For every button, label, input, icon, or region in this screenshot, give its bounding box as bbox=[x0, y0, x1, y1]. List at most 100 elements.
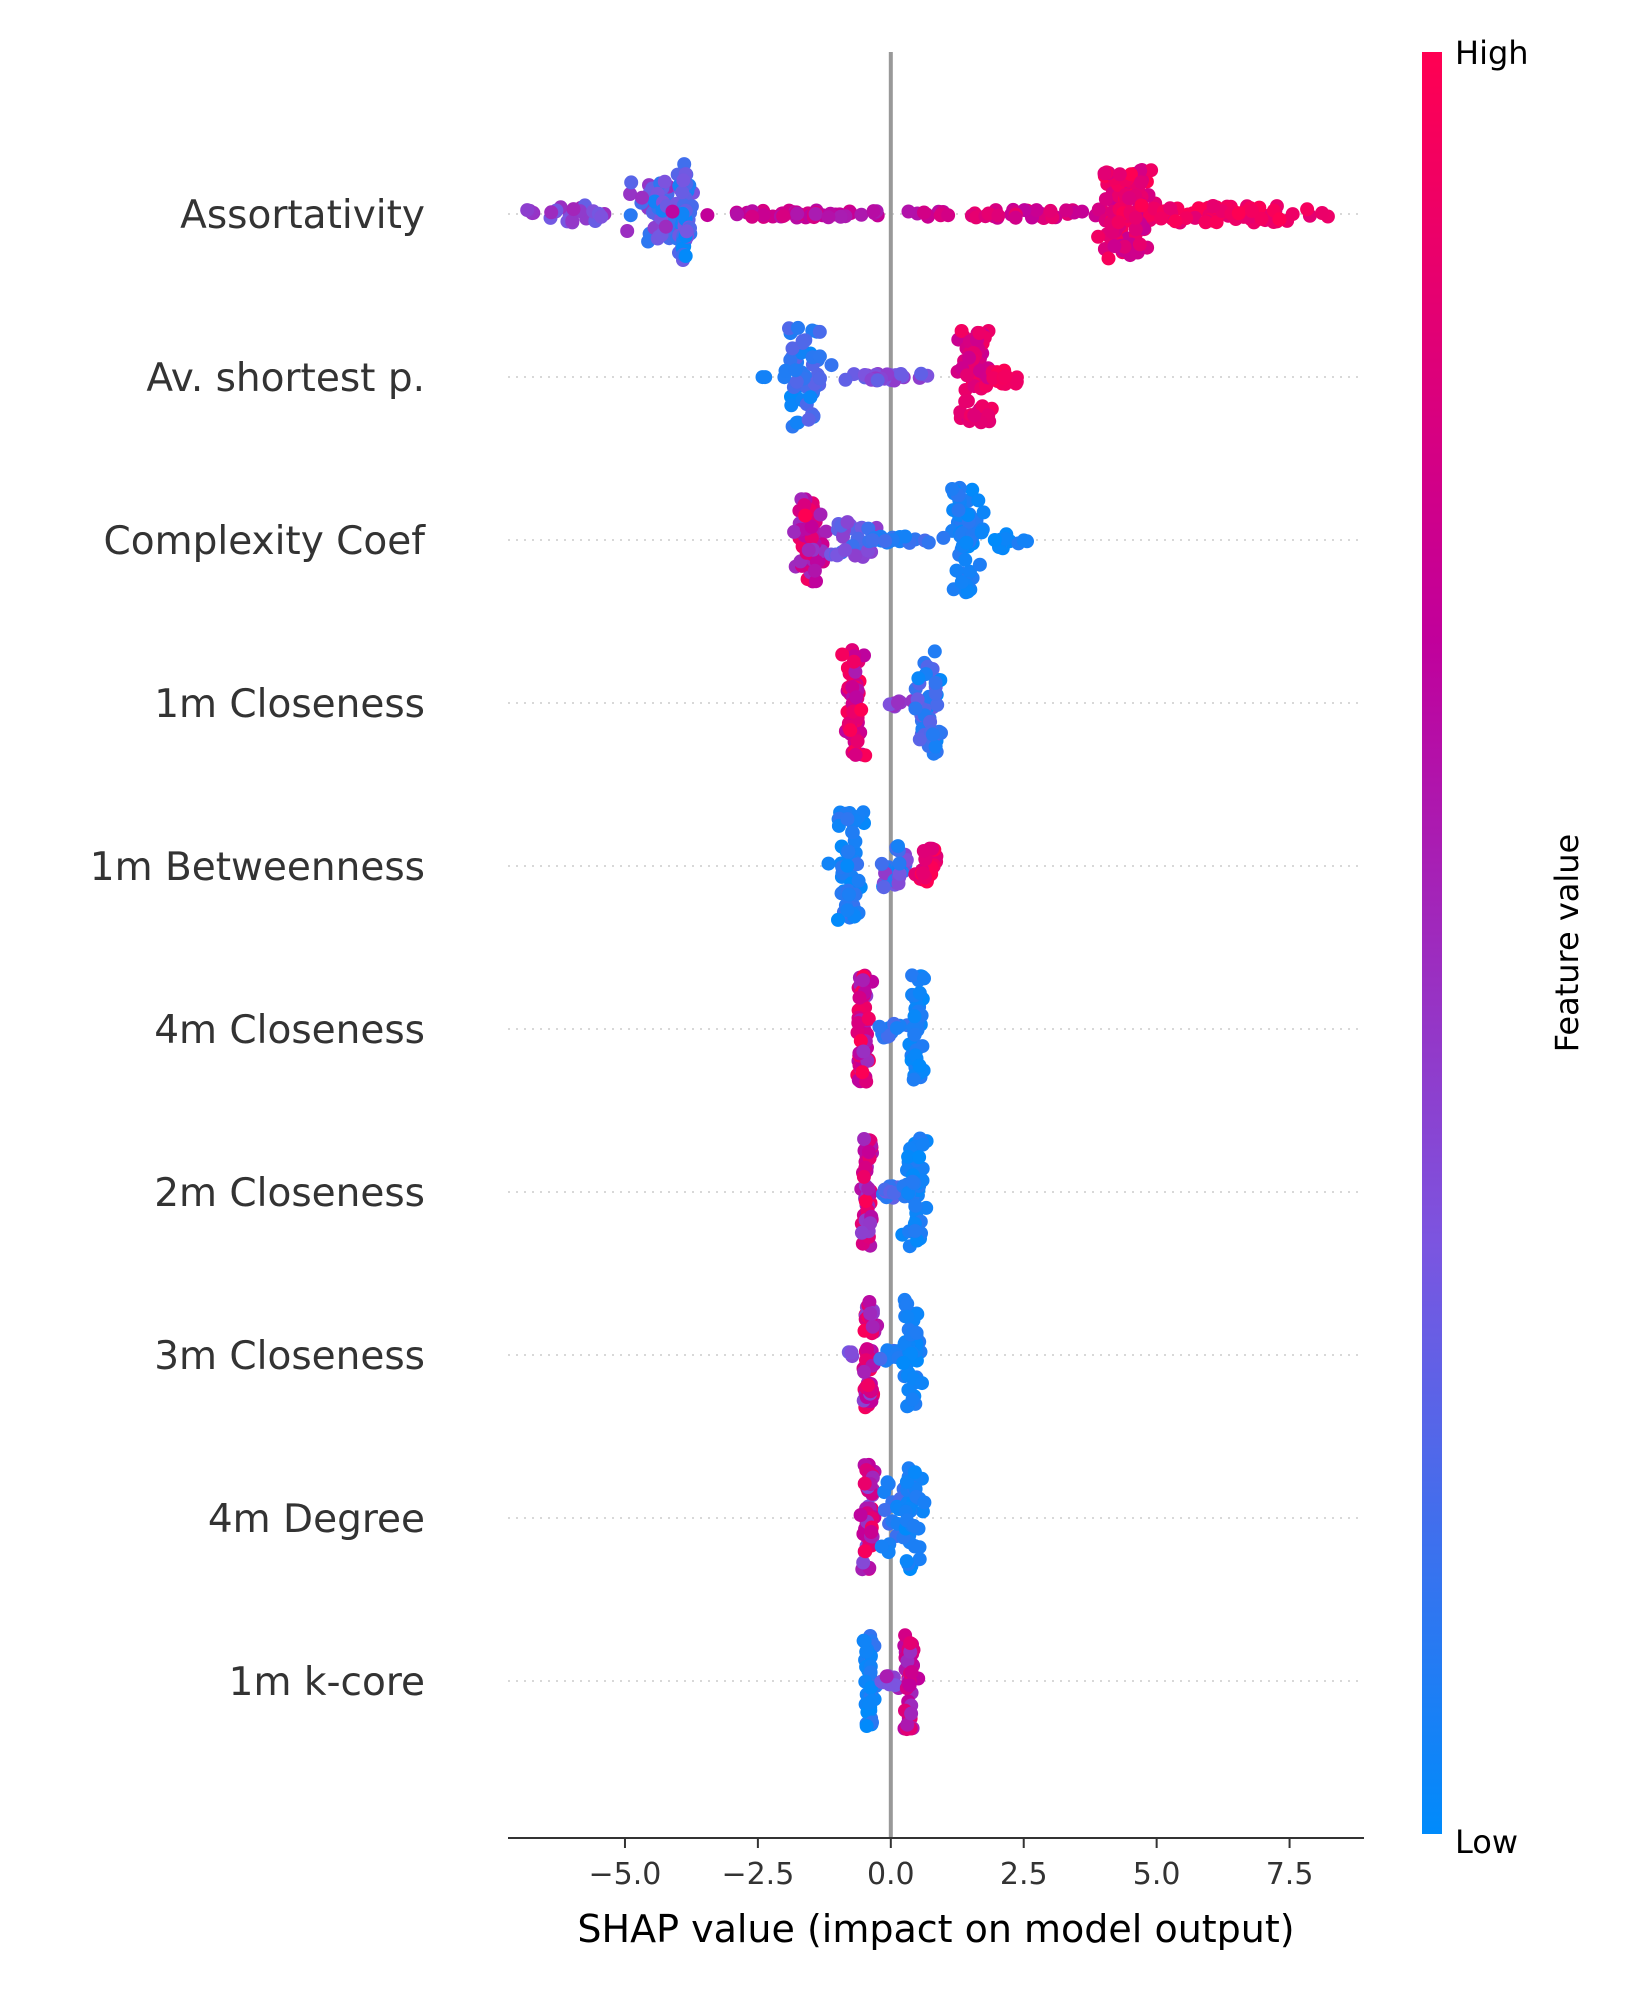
shap-point bbox=[927, 644, 942, 659]
shap-point bbox=[954, 324, 969, 338]
shap-point bbox=[912, 1552, 927, 1567]
shap-point bbox=[840, 515, 855, 530]
shap-point bbox=[1132, 237, 1147, 252]
shap-point bbox=[893, 367, 908, 381]
colorbar bbox=[1422, 52, 1442, 1834]
shap-point bbox=[908, 1198, 923, 1213]
shap-point bbox=[901, 204, 916, 219]
shap-point bbox=[900, 1717, 915, 1732]
shap-point bbox=[679, 224, 694, 239]
shap-point bbox=[831, 912, 845, 927]
shap-point bbox=[962, 564, 977, 579]
shap-point bbox=[838, 543, 852, 558]
shap-point bbox=[1198, 215, 1213, 230]
shap-point bbox=[898, 529, 913, 544]
shap-point bbox=[789, 374, 804, 389]
shap-point bbox=[862, 1295, 877, 1309]
shap-point bbox=[730, 207, 744, 222]
shap-point bbox=[801, 543, 816, 557]
shap-point bbox=[624, 175, 639, 190]
shap-point bbox=[901, 1149, 916, 1164]
shap-point bbox=[998, 369, 1013, 384]
shap-point bbox=[1231, 206, 1246, 221]
shap-point bbox=[907, 1009, 922, 1024]
shap-point bbox=[1097, 166, 1112, 181]
shap-point bbox=[967, 408, 982, 423]
shap-point bbox=[863, 1216, 878, 1231]
shap-point bbox=[860, 1342, 874, 1357]
colorbar-low-label: Low bbox=[1455, 1823, 1518, 1861]
shap-point bbox=[845, 825, 860, 840]
shap-point bbox=[809, 574, 823, 589]
shap-point bbox=[930, 697, 945, 712]
shap-point bbox=[1128, 210, 1143, 225]
shap-point bbox=[1245, 204, 1259, 218]
shap-point bbox=[905, 1392, 920, 1407]
shap-point bbox=[909, 1325, 924, 1340]
shap-point bbox=[907, 1027, 922, 1042]
shap-point bbox=[906, 1518, 921, 1533]
shap-point bbox=[807, 563, 822, 578]
shap-point bbox=[987, 533, 1002, 547]
shap-point bbox=[849, 690, 864, 705]
shap-point bbox=[958, 394, 973, 409]
shap-point bbox=[908, 701, 923, 716]
feature-label: Complexity Coef bbox=[104, 519, 427, 564]
shap-point bbox=[838, 372, 853, 387]
shap-point bbox=[858, 1544, 873, 1559]
shap-point bbox=[1134, 175, 1148, 190]
shap-point bbox=[776, 209, 791, 224]
shap-point bbox=[791, 320, 805, 335]
shap-point bbox=[623, 208, 638, 223]
x-tick-label: 2.5 bbox=[1000, 1857, 1048, 1892]
shap-point bbox=[962, 350, 976, 365]
shap-point bbox=[840, 903, 855, 918]
shap-point bbox=[857, 1364, 872, 1379]
shap-point bbox=[853, 1033, 868, 1048]
shap-point bbox=[787, 524, 802, 539]
shap-point bbox=[872, 1019, 887, 1034]
shap-point bbox=[928, 675, 943, 690]
shap-point bbox=[908, 1224, 922, 1238]
shap-point bbox=[928, 686, 943, 701]
shap-point bbox=[1128, 222, 1143, 237]
shap-point bbox=[919, 1200, 934, 1215]
colorbar-high-label: High bbox=[1455, 34, 1529, 72]
shap-point bbox=[819, 524, 834, 539]
shap-point bbox=[1043, 203, 1058, 218]
shap-point bbox=[1134, 198, 1149, 213]
shap-point bbox=[778, 363, 793, 378]
shap-point bbox=[756, 208, 771, 223]
shap-point bbox=[833, 209, 848, 224]
shap-point bbox=[905, 1174, 920, 1189]
shap-point bbox=[899, 1474, 914, 1489]
shap-point bbox=[851, 873, 866, 888]
shap-point bbox=[855, 1065, 870, 1080]
shap-point bbox=[861, 1011, 876, 1026]
shap-point bbox=[859, 1719, 874, 1733]
shap-point bbox=[803, 390, 818, 405]
shap-point bbox=[954, 575, 969, 590]
shap-point bbox=[912, 732, 927, 747]
shap-point bbox=[675, 185, 690, 200]
shap-point bbox=[620, 224, 635, 238]
shap-point bbox=[912, 1150, 927, 1165]
shap-point bbox=[911, 671, 926, 686]
x-tick-label: −2.5 bbox=[721, 1857, 794, 1892]
feature-label: 2m Closeness bbox=[154, 1171, 425, 1216]
shap-point bbox=[902, 1678, 917, 1693]
shap-point bbox=[861, 1145, 876, 1159]
feature-label: 1m k-core bbox=[229, 1660, 425, 1705]
shap-point bbox=[972, 557, 987, 572]
shap-point bbox=[842, 887, 856, 902]
shap-point bbox=[905, 968, 920, 983]
shap-point bbox=[863, 1306, 878, 1321]
shap-point bbox=[851, 1016, 866, 1030]
shap-point bbox=[657, 174, 672, 189]
shap-point bbox=[784, 398, 799, 413]
shap-point bbox=[907, 1539, 922, 1554]
shap-point bbox=[1101, 251, 1116, 266]
shap-point bbox=[856, 1169, 871, 1184]
shap-point bbox=[856, 1555, 871, 1570]
shap-point bbox=[623, 187, 638, 201]
